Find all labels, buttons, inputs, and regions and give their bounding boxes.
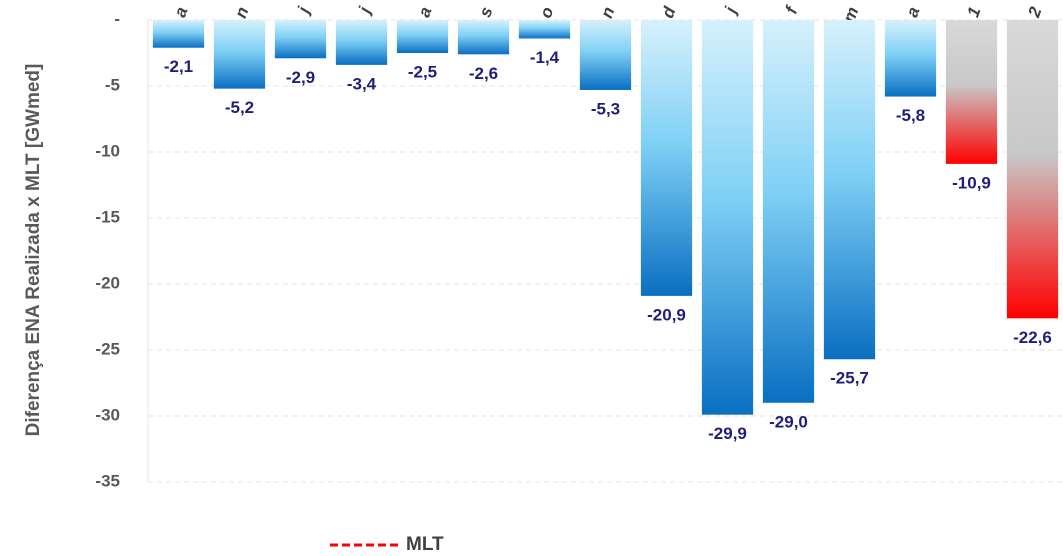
value-label: -3,4	[347, 74, 377, 93]
value-label: -5,3	[591, 99, 620, 118]
x-tick-label: j	[293, 3, 314, 17]
x-tick-label: n	[231, 4, 252, 20]
y-tick-label: -10	[95, 141, 120, 160]
bar	[152, 20, 205, 48]
value-label: -1,4	[530, 48, 560, 67]
bar	[274, 20, 327, 59]
bar	[335, 20, 388, 65]
x-tick-label: a	[170, 4, 191, 19]
y-tick-label: -35	[95, 471, 120, 490]
value-label: -2,6	[469, 64, 498, 83]
x-tick-label: o	[536, 4, 557, 20]
value-label: -10,9	[952, 173, 991, 192]
x-tick-label: a	[414, 4, 435, 19]
value-label: -5,2	[225, 98, 254, 117]
x-tick-label: 1	[963, 4, 984, 19]
x-tick-label: 2	[1024, 4, 1046, 21]
x-tick-label: s	[475, 4, 496, 19]
value-label: -5,8	[896, 106, 925, 125]
y-tick-label: -20	[95, 273, 120, 292]
bar	[518, 20, 571, 39]
bar	[762, 20, 815, 403]
value-label: -29,9	[708, 424, 747, 443]
bar	[884, 20, 937, 97]
bar	[1006, 20, 1059, 319]
y-tick-label: -25	[95, 339, 120, 358]
bar	[396, 20, 449, 53]
y-axis-label: Diferença ENA Realizada x MLT [GWmed]	[23, 64, 44, 437]
value-label: -22,6	[1013, 328, 1052, 347]
bar	[945, 20, 998, 164]
x-tick-label: m	[839, 4, 862, 25]
x-tick-label: j	[720, 3, 741, 17]
x-tick-label: d	[658, 4, 680, 21]
x-tick-label: f	[782, 2, 803, 16]
value-label: -25,7	[830, 369, 869, 388]
bar	[823, 20, 876, 360]
bar	[701, 20, 754, 415]
x-tick-label: a	[902, 4, 923, 19]
value-label: -2,5	[408, 62, 437, 81]
bar	[579, 20, 632, 90]
legend-label: MLT	[406, 534, 444, 555]
x-tick-label: j	[354, 3, 375, 17]
value-label: -2,9	[286, 68, 315, 87]
x-tick-label: n	[597, 4, 618, 20]
value-label: -29,0	[769, 412, 808, 431]
bar	[640, 20, 693, 296]
y-tick-label: -15	[95, 207, 120, 226]
bar	[457, 20, 510, 55]
y-tick-label: -30	[95, 405, 120, 424]
bar	[213, 20, 266, 89]
value-label: -20,9	[647, 305, 686, 324]
y-tick-label: -5	[105, 75, 120, 94]
y-tick-label: -	[114, 9, 120, 28]
value-label: -2,1	[164, 57, 193, 76]
